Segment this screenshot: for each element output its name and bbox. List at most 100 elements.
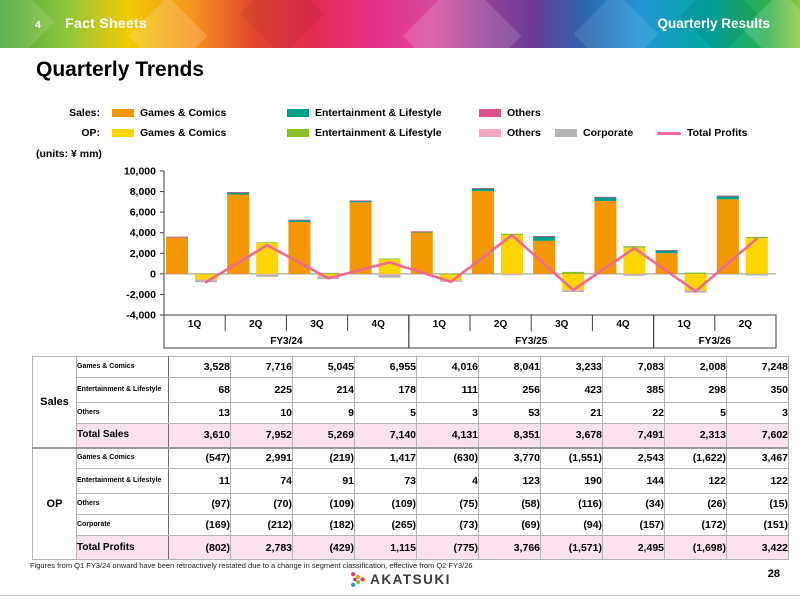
svg-text:0: 0 — [150, 268, 156, 280]
table-row-label: Corporate — [76, 514, 169, 536]
bar-segment — [349, 200, 372, 202]
svg-text:10,000: 10,000 — [124, 166, 156, 178]
table-cell-value: 3,233 — [540, 356, 603, 378]
table-cell-value: 3 — [416, 402, 479, 424]
table-cell-value: (69) — [478, 514, 541, 536]
legend-swatch-icon — [657, 131, 681, 135]
legend-item-label: Entertainment & Lifestyle — [315, 107, 442, 119]
table-cell-value: (775) — [416, 535, 479, 560]
table-cell-value: 53 — [478, 402, 541, 424]
table-cell-value: (219) — [292, 446, 355, 469]
table-cell-value: 74 — [230, 468, 293, 494]
bar-segment — [378, 258, 401, 260]
table-cell-value: 123 — [478, 468, 541, 494]
svg-text:FY3/25: FY3/25 — [515, 336, 548, 347]
bar-segment — [410, 232, 433, 274]
bar-segment — [533, 240, 556, 274]
legend-item-label: Entertainment & Lifestyle — [315, 127, 442, 139]
table-cell-value: (58) — [478, 493, 541, 515]
legend-swatch-icon — [555, 129, 577, 137]
legend-row: OP: Games & Comics Entertainment & Lifesty… — [36, 123, 747, 143]
bar-segment — [166, 237, 188, 274]
logo-text: AKATSUKI — [370, 572, 451, 587]
bar-segment — [166, 236, 188, 238]
bottom-rule — [0, 595, 800, 596]
table-cell-value: 7,083 — [602, 356, 665, 378]
svg-text:-2,000: -2,000 — [126, 289, 156, 301]
table-cell-value: 3,467 — [726, 446, 789, 469]
table-cell-value: 5,269 — [292, 423, 355, 448]
table-cell-value: 423 — [540, 377, 603, 403]
bar-segment — [623, 247, 646, 274]
table-cell-value: 2,008 — [664, 356, 727, 378]
header-right-label: Quarterly Results — [657, 16, 770, 31]
legend-swatch-icon — [112, 109, 134, 117]
legend-swatch-icon — [479, 109, 501, 117]
trends-chart: 10,0008,0006,0004,0002,0000-2,000-4,0001… — [124, 166, 777, 349]
table-row: Sales Games & Comics 3,528 7,716 5,045 6,955 4… — [32, 356, 789, 448]
bar-segment — [594, 196, 617, 198]
table-cell-value: 1,417 — [354, 446, 417, 469]
svg-text:1Q: 1Q — [678, 319, 692, 330]
table-cell-value: 350 — [726, 377, 789, 403]
svg-text:FY3/24: FY3/24 — [270, 336, 303, 347]
table-cell-value: (630) — [416, 446, 479, 469]
table-cell-value: 3,678 — [540, 423, 603, 448]
bar-segment — [227, 194, 250, 274]
legend-item: Total Profits — [657, 127, 747, 139]
legend-item: Games & Comics — [112, 107, 287, 119]
table-cell-value: (15) — [726, 493, 789, 515]
bar-segment — [256, 274, 279, 277]
table-row: OP Games & Comics (547) 2,991 (219) 1,417 (630… — [32, 446, 789, 560]
svg-text:-4,000: -4,000 — [126, 310, 156, 322]
bar-segment — [501, 235, 523, 274]
table-cell-value: (547) — [168, 446, 231, 469]
table-cell-value: 298 — [664, 377, 727, 403]
bar-segment — [501, 273, 523, 275]
table-cell-value: 10 — [230, 402, 293, 424]
table-cell-value: (1,571) — [540, 535, 603, 560]
table-cell-value: (1,622) — [664, 446, 727, 469]
table-cell-value: 91 — [292, 468, 355, 494]
bar-segment — [562, 271, 585, 274]
table-cell-value: 214 — [292, 377, 355, 403]
bar-segment — [745, 274, 768, 276]
table-cell-value: (1,551) — [540, 446, 603, 469]
table-body: Sales Games & Comics 3,528 7,716 5,045 6,955 4… — [32, 356, 789, 560]
svg-text:1Q: 1Q — [188, 319, 202, 330]
table-cell-value: (172) — [664, 514, 727, 536]
legend-row-label: Sales: — [69, 107, 100, 119]
table-row: Corporate (169) (212) (182) (265) (73) (69) (94… — [33, 514, 789, 536]
table-cell-value: 2,313 — [664, 423, 727, 448]
legend-item-label: Others — [507, 127, 541, 139]
table-row: Others (97) (70) (109) (109) (75) (58) (116) (34… — [33, 493, 789, 515]
sales-bars — [166, 188, 739, 274]
bar-segment — [562, 291, 585, 292]
bar-segment — [501, 274, 523, 276]
bar-segment — [317, 272, 340, 274]
legend-item: Others — [479, 127, 555, 139]
legend-item: Entertainment & Lifestyle — [287, 127, 479, 139]
svg-text:4Q: 4Q — [372, 319, 386, 330]
bar-segment — [288, 219, 311, 222]
legend-item-label: Total Profits — [687, 127, 748, 139]
svg-text:2Q: 2Q — [494, 319, 508, 330]
table-row: Entertainment & Lifestyle 11 74 91 73 4 123 190… — [33, 468, 789, 494]
legend-item-label: Others — [507, 107, 541, 119]
header-section-label: 4 Fact Sheets — [34, 15, 147, 31]
footnote: Figures from Q1 FY3/24 onward have been … — [30, 561, 473, 570]
table-cell-value: 5 — [354, 402, 417, 424]
table-cell-value: 68 — [168, 377, 231, 403]
table-cell-value: 11 — [168, 468, 231, 494]
bar-segment — [349, 200, 372, 203]
table-cell-value: (1,698) — [664, 535, 727, 560]
svg-text:FY3/26: FY3/26 — [699, 336, 732, 347]
table-cell-value: 122 — [726, 468, 789, 494]
quarterly-data-table: Sales Games & Comics 3,528 7,716 5,045 6,955 4… — [32, 356, 789, 560]
page-number: 28 — [767, 568, 780, 580]
bar-segment — [655, 250, 678, 251]
table-cell-value: 256 — [478, 377, 541, 403]
table-cell-value: 7,491 — [602, 423, 665, 448]
table-cell-value: 2,783 — [230, 535, 293, 560]
table-cell-value: (75) — [416, 493, 479, 515]
